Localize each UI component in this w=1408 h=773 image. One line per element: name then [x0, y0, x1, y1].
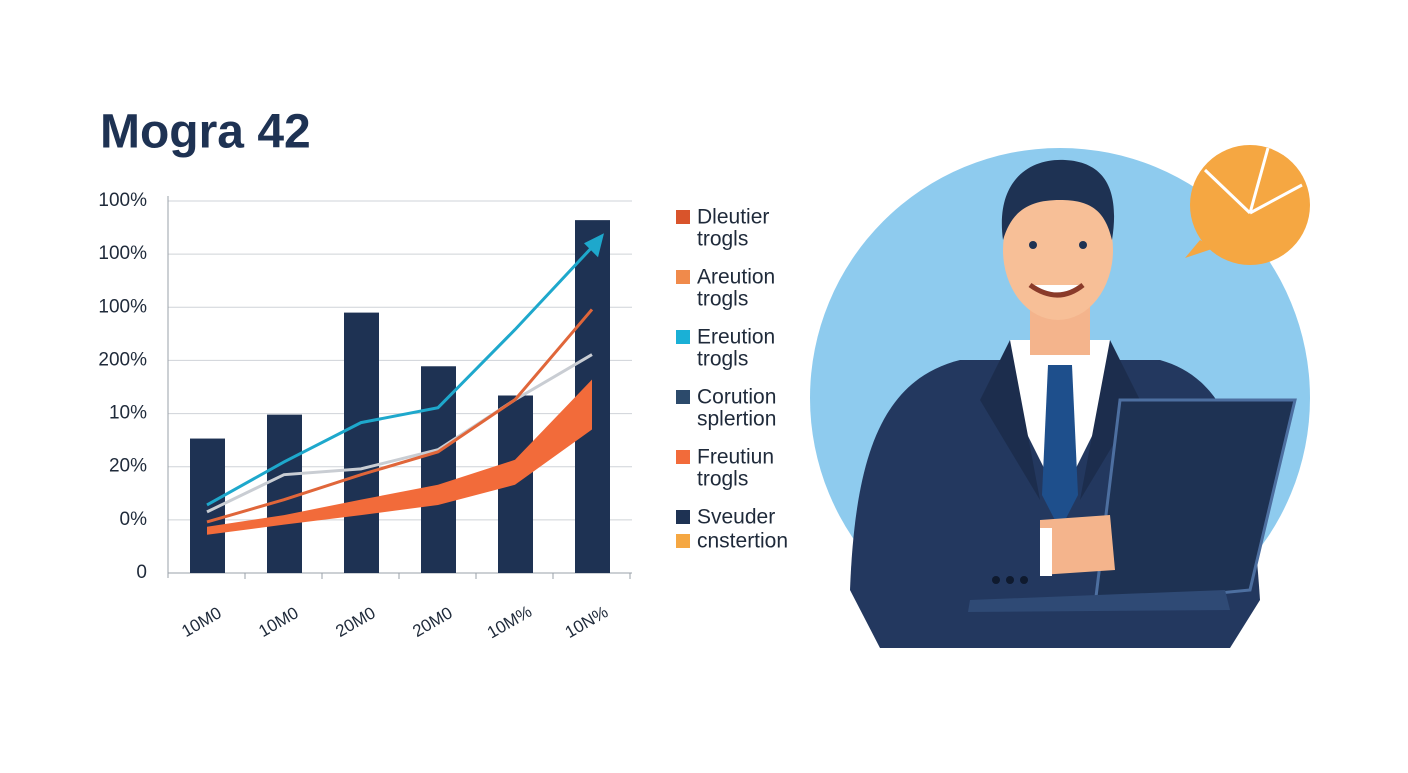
- x-tick-label: 10N%: [562, 602, 612, 642]
- legend-label: Dleutier: [697, 206, 769, 229]
- x-tick-label: 10M0: [255, 603, 301, 641]
- band-area: [207, 379, 592, 535]
- line-series: [206, 246, 594, 507]
- legend-label: Areution: [697, 266, 775, 289]
- illustration: [810, 145, 1310, 648]
- legend-label: Freutiun: [697, 446, 774, 469]
- x-tick-label: 10M%: [484, 602, 535, 643]
- legend-swatch: [676, 390, 690, 404]
- y-tick-label: 100%: [98, 296, 147, 317]
- chart: 0 0% 20% 10% 200% 100% 100% 100% 10M0 10M0 20M0 20M…: [98, 190, 788, 642]
- bar: [344, 312, 379, 573]
- x-tick-label: 20M0: [409, 603, 455, 641]
- y-tick-label: 10%: [109, 403, 147, 424]
- legend-label: cnstertion: [697, 530, 788, 553]
- arrow-head: [584, 233, 604, 258]
- line-series: [206, 308, 594, 524]
- y-tick-label: 0%: [120, 509, 148, 530]
- bar: [267, 414, 302, 573]
- y-tick-label: 0: [136, 562, 147, 583]
- legend-label: Sveuder: [697, 506, 775, 529]
- legend-swatch: [676, 534, 690, 548]
- line-series: [206, 353, 593, 514]
- legend-label: Ereution: [697, 326, 775, 349]
- y-tick-label: 100%: [98, 243, 147, 264]
- bar: [421, 366, 456, 573]
- y-tick-label: 200%: [98, 349, 147, 370]
- x-tick-label: 20M0: [332, 603, 378, 641]
- legend-swatch: [676, 330, 690, 344]
- legend-swatch: [676, 270, 690, 284]
- y-tick-label: 100%: [98, 190, 147, 211]
- legend-label: splertion: [697, 408, 776, 431]
- legend-label: trogls: [697, 468, 748, 491]
- legend-label: trogls: [697, 288, 748, 311]
- chart-title: Mogra 42: [100, 106, 311, 159]
- x-tick-label: 10M0: [178, 603, 224, 641]
- legend-swatch: [676, 510, 690, 524]
- legend-label: trogls: [697, 348, 748, 371]
- legend-swatch: [676, 210, 690, 224]
- legend-label: trogls: [697, 228, 748, 251]
- y-tick-label: 20%: [109, 456, 147, 477]
- legend-swatch: [676, 450, 690, 464]
- legend-label: Corution: [697, 386, 776, 409]
